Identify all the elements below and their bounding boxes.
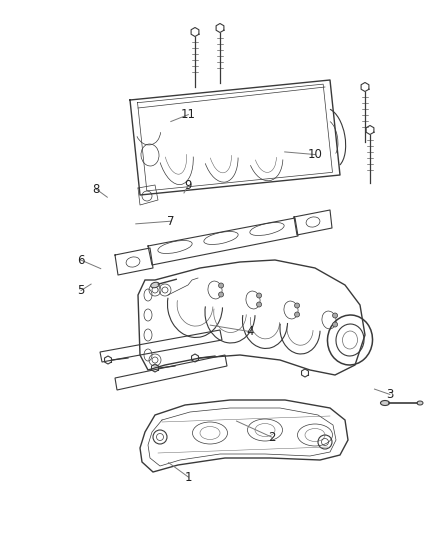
Ellipse shape [151, 282, 159, 288]
Text: 10: 10 [308, 148, 323, 161]
Circle shape [295, 303, 300, 308]
Circle shape [332, 322, 338, 327]
Text: 4: 4 [246, 325, 254, 338]
Ellipse shape [417, 401, 423, 405]
Ellipse shape [381, 400, 389, 406]
Text: 7: 7 [167, 215, 175, 228]
Text: 3: 3 [386, 388, 393, 401]
Text: 1: 1 [184, 471, 192, 483]
Circle shape [219, 283, 223, 288]
Circle shape [332, 313, 338, 318]
Text: 6: 6 [77, 254, 85, 266]
Text: 11: 11 [181, 108, 196, 121]
Circle shape [295, 312, 300, 317]
Text: 5: 5 [78, 284, 85, 297]
Circle shape [257, 293, 261, 298]
Text: 8: 8 [93, 183, 100, 196]
Circle shape [257, 302, 261, 307]
Circle shape [219, 292, 223, 297]
Text: 9: 9 [184, 179, 192, 192]
Text: 2: 2 [268, 431, 276, 443]
